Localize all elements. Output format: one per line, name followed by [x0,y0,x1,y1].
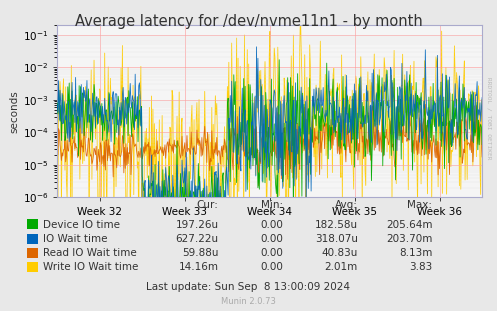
Text: Average latency for /dev/nvme11n1 - by month: Average latency for /dev/nvme11n1 - by m… [75,14,422,29]
Text: Munin 2.0.73: Munin 2.0.73 [221,297,276,306]
Text: 8.13m: 8.13m [399,248,432,258]
Text: 40.83u: 40.83u [322,248,358,258]
Text: 318.07u: 318.07u [315,234,358,244]
Text: 0.00: 0.00 [260,248,283,258]
Text: 2.01m: 2.01m [325,262,358,272]
Text: 14.16m: 14.16m [179,262,219,272]
Text: Write IO Wait time: Write IO Wait time [43,262,139,272]
Text: RRDTOOL / TOBI OETIKER: RRDTOOL / TOBI OETIKER [486,77,491,160]
Text: 182.58u: 182.58u [315,220,358,230]
Text: 205.64m: 205.64m [386,220,432,230]
Text: 0.00: 0.00 [260,234,283,244]
Text: 197.26u: 197.26u [175,220,219,230]
Text: Device IO time: Device IO time [43,220,120,230]
Text: Min:: Min: [261,200,283,210]
Text: Avg:: Avg: [335,200,358,210]
Text: Max:: Max: [408,200,432,210]
Text: 0.00: 0.00 [260,262,283,272]
Text: 3.83: 3.83 [409,262,432,272]
Text: IO Wait time: IO Wait time [43,234,108,244]
Y-axis label: seconds: seconds [10,90,20,132]
Text: Last update: Sun Sep  8 13:00:09 2024: Last update: Sun Sep 8 13:00:09 2024 [147,282,350,292]
Text: Read IO Wait time: Read IO Wait time [43,248,137,258]
Text: Cur:: Cur: [197,200,219,210]
Text: 203.70m: 203.70m [386,234,432,244]
Text: 0.00: 0.00 [260,220,283,230]
Text: 59.88u: 59.88u [182,248,219,258]
Text: 627.22u: 627.22u [175,234,219,244]
